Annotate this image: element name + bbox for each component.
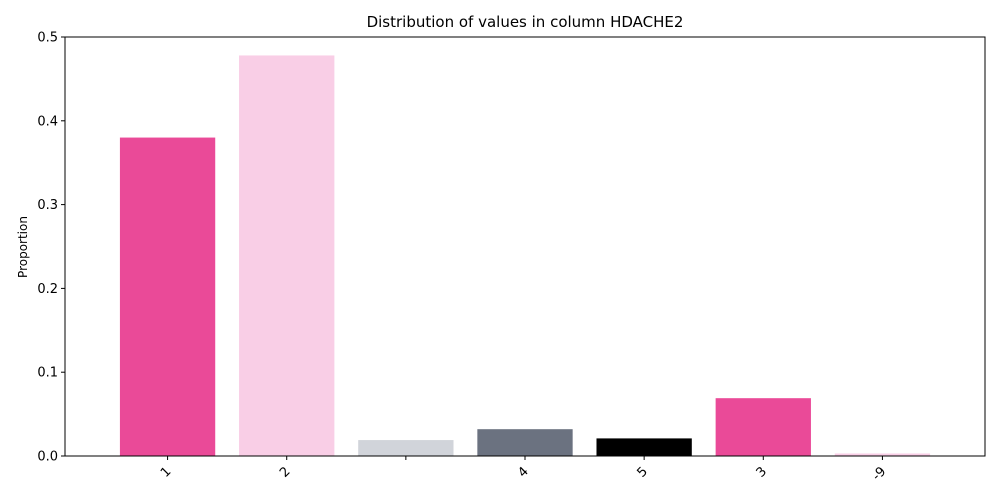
y-axis-label: Proportion — [16, 216, 30, 278]
bar — [477, 429, 573, 456]
y-tick-label: 0.2 — [37, 282, 58, 297]
chart-title: Distribution of values in column HDACHE2 — [367, 13, 684, 31]
x-tick-label: 1 — [158, 464, 174, 480]
x-ticks-group: 1 2 4 5 3 -9 — [158, 456, 889, 484]
bar — [715, 398, 811, 456]
bar — [358, 440, 454, 456]
x-tick-label: 2 — [277, 464, 293, 480]
y-tick-label: 0.5 — [37, 31, 58, 46]
bar — [119, 137, 216, 456]
plot-frame — [64, 36, 986, 457]
bar — [834, 453, 931, 456]
y-tick-label: 0.3 — [37, 198, 58, 213]
x-tick-label: -9 — [869, 464, 889, 484]
y-tick-label: 0.1 — [37, 366, 58, 381]
x-tick-label: 3 — [754, 464, 770, 480]
bar — [239, 55, 335, 456]
y-tick-label: 0.4 — [37, 114, 58, 129]
x-tick-label: 5 — [635, 464, 651, 480]
y-ticks-group: 0.0 0.1 0.2 0.3 0.4 0.5 — [37, 31, 65, 465]
x-tick-label: 4 — [515, 464, 531, 480]
y-tick-label: 0.0 — [37, 450, 58, 465]
bars-group — [119, 55, 931, 456]
bar — [596, 438, 692, 456]
